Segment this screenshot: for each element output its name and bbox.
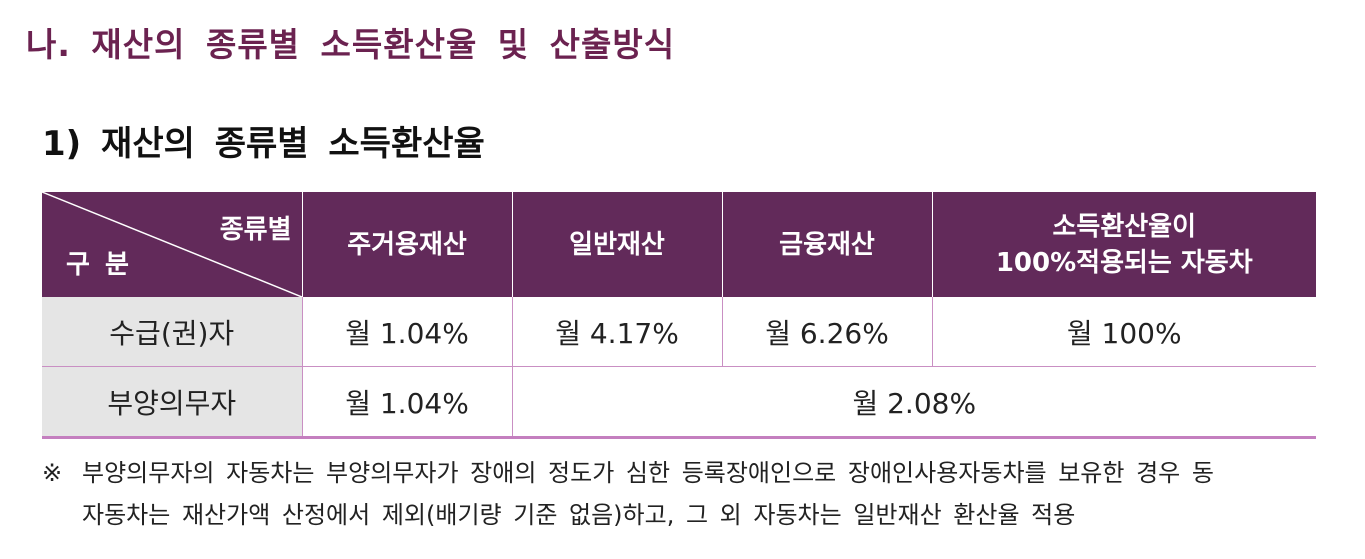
section-title: 나. 재산의 종류별 소득환산율 및 산출방식 [26,25,676,64]
rate-cell: 월 1.04% [301,366,512,439]
note: ※ 부양의무자의 자동차는 부양의무자가 장애의 정도가 심한 등록장애인으로 … [42,452,1214,536]
column-header-line: 금융재산 [779,229,875,260]
table-row: 수급(권)자 월 1.04% 월 4.17% 월 6.26% 월 100% [42,297,1316,367]
column-header: 소득환산율이 100%적용되는 자동차 [931,192,1316,297]
note-line: 자동차는 재산가액 산정에서 제외(배기량 기준 없음)하고, 그 외 자동차는… [82,501,1076,529]
column-header-line: 소득환산율이 [1052,211,1197,242]
column-header: 주거용재산 [301,192,512,297]
header-row: 종류별 구 분 주거용재산 일반재산 금융재산 소득환산율이 100%적용되는 자동차 [42,192,1316,297]
row-header: 부양의무자 [42,366,302,439]
row-header: 수급(권)자 [42,297,302,367]
rate-cell: 월 1.04% [301,297,512,367]
table-body: 수급(권)자 월 1.04% 월 4.17% 월 6.26% 월 100% 부양의무자 월 … [42,297,1316,439]
rate-cell: 월 4.17% [511,297,722,367]
column-header-line: 일반재산 [569,229,665,260]
column-header-line: 주거용재산 [347,229,467,260]
column-header: 일반재산 [511,192,722,297]
note-mark: ※ [42,459,63,487]
corner-bottom: 구 분 [66,250,129,280]
subsection-title: 1) 재산의 종류별 소득환산율 [42,124,485,164]
rate-cell: 월 6.26% [721,297,932,367]
note-line: 부양의무자의 자동차는 부양의무자가 장애의 정도가 심한 등록장애인으로 장애… [82,459,1214,487]
table-row: 부양의무자 월 1.04% 월 2.08% [42,366,1316,439]
rate-cell: 월 100% [931,297,1316,367]
rate-table: 종류별 구 분 주거용재산 일반재산 금융재산 소득환산율이 100%적용되는 자동차 … [42,192,1316,439]
rate-cell: 월 2.08% [511,366,1316,439]
corner-cell: 종류별 구 분 [42,192,302,297]
diagonal [42,192,302,297]
corner-top: 종류별 [219,215,292,245]
column-header-line: 100%적용되는 자동차 [995,247,1253,278]
column-header: 금융재산 [721,192,932,297]
